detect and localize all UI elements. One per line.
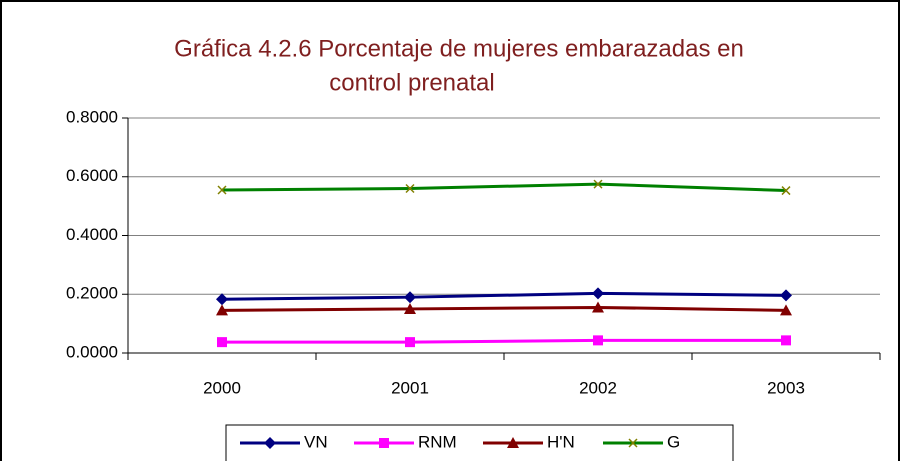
marker (405, 337, 415, 348)
marker (264, 437, 276, 449)
marker (216, 304, 228, 316)
chart-title: Gráfica 4.2.6 Porcentaje de mujeres emba… (174, 35, 744, 62)
marker (404, 291, 416, 304)
series-line (221, 305, 787, 312)
series-line (221, 291, 787, 301)
marker (628, 438, 638, 448)
series-line (221, 182, 787, 193)
y-tick-label: 0.8000 (66, 107, 118, 126)
marker (593, 179, 603, 189)
marker (217, 185, 227, 195)
marker (404, 302, 416, 314)
marker (780, 289, 792, 302)
marker (781, 335, 791, 346)
marker (781, 186, 791, 196)
legend-label: VN (304, 432, 328, 451)
marker (593, 335, 603, 346)
legend-label: H'N (547, 432, 575, 451)
x-tick-label: 2002 (579, 378, 617, 397)
legend-label: RNM (418, 432, 457, 451)
y-tick-label: 0.6000 (66, 166, 118, 185)
y-tick-label: 0.2000 (66, 284, 118, 303)
marker (379, 438, 389, 448)
marker (592, 287, 604, 300)
marker (217, 337, 227, 348)
x-tick-label: 2001 (391, 378, 429, 397)
y-tick-label: 0.4000 (66, 225, 118, 244)
x-tick-label: 2000 (203, 378, 241, 397)
marker (216, 293, 228, 306)
marker (405, 183, 415, 194)
series-line (222, 338, 786, 344)
marker (507, 437, 519, 448)
x-tick-label: 2003 (767, 378, 805, 397)
y-tick-label: 0.0000 (66, 342, 118, 361)
marker (780, 304, 792, 316)
marker (592, 301, 604, 313)
chart-title: control prenatal (329, 69, 494, 96)
legend-label: G (667, 432, 680, 451)
